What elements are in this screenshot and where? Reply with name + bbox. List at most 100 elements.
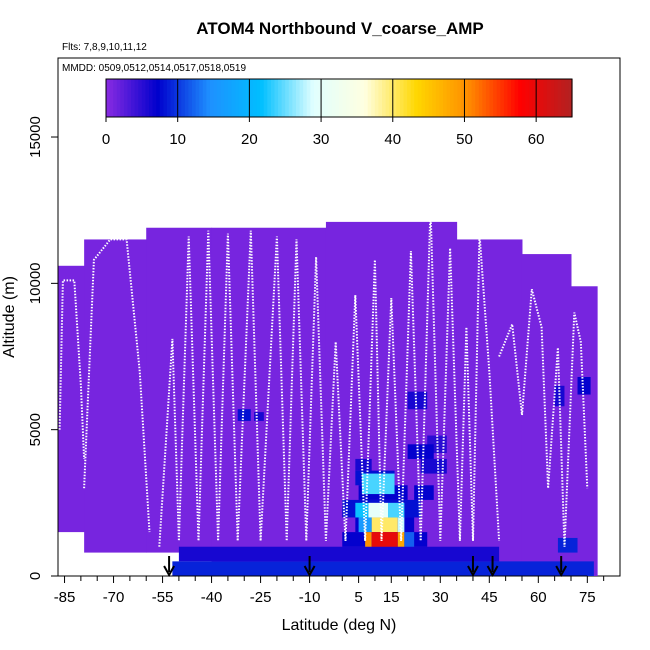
x-tick-label: 75 (579, 589, 596, 606)
colorbar-swatch (199, 79, 204, 117)
colorbar-swatch (435, 79, 440, 117)
colorbar-swatch (245, 79, 250, 117)
flight-track (83, 238, 151, 533)
colorbar-swatch (475, 79, 480, 117)
colorbar-swatch (339, 79, 344, 117)
colorbar-swatch (392, 79, 397, 117)
colorbar-tick-label: 60 (528, 131, 545, 148)
coverage-cell (84, 239, 147, 553)
colorbar-swatch (564, 79, 570, 117)
colorbar-swatch (295, 79, 301, 117)
colorbar-swatch (206, 79, 211, 117)
colorbar-tick-label: 10 (169, 131, 186, 148)
heatmap-cell (397, 532, 405, 547)
colorbar-swatch (224, 79, 229, 117)
colorbar-swatch (317, 79, 322, 117)
colorbar-swatch (227, 79, 233, 117)
colorbar-swatch (525, 79, 530, 117)
heatmap-cell (178, 546, 500, 562)
colorbar-tick-label: 0 (102, 131, 110, 148)
x-tick-label: -85 (54, 589, 76, 606)
y-tick-label: 0 (27, 572, 44, 580)
heatmap-layer (58, 221, 598, 576)
x-tick-label: -55 (152, 589, 174, 606)
x-axis: -85 -70 -55 -40 -25 -10 5 15 30 45 60 75 (54, 575, 605, 606)
heatmap-cell (361, 473, 395, 495)
colorbar: 0 10 20 30 40 50 60 (102, 78, 573, 148)
colorbar-swatch (360, 79, 365, 117)
colorbar-swatch (188, 79, 193, 117)
latitude-marker-arrowhead (467, 565, 479, 578)
colorbar-swatch (174, 79, 179, 117)
y-axis-title: Altitude (m) (1, 276, 18, 358)
flight-track-layer (58, 207, 589, 547)
colorbar-swatch (543, 79, 548, 117)
colorbar-swatch (220, 79, 225, 117)
colorbar-swatch (335, 79, 340, 117)
colorbar-swatch (468, 79, 473, 117)
colorbar-swatch (321, 79, 326, 117)
heatmap-cell (355, 458, 372, 471)
colorbar-swatch (138, 79, 143, 117)
colorbar-swatch (532, 79, 537, 117)
colorbar-swatch (464, 79, 469, 117)
heatmap-cell (407, 444, 434, 459)
y-tick-label: 15000 (27, 116, 44, 158)
heatmap-cell (404, 532, 415, 547)
colorbar-swatch (177, 79, 182, 117)
colorbar-swatch (235, 79, 240, 117)
colorbar-swatch (299, 79, 304, 117)
colorbar-swatch (489, 79, 494, 117)
colorbar-swatch (156, 79, 161, 117)
colorbar-swatch (539, 79, 544, 117)
colorbar-swatch (568, 79, 573, 117)
latitude-marker-arrowhead (486, 565, 499, 578)
colorbar-swatch (374, 79, 380, 117)
colorbar-swatch (141, 79, 147, 117)
heatmap-cell (420, 458, 447, 474)
colorbar-swatch (364, 79, 369, 117)
y-tick-label: 10000 (27, 262, 44, 304)
colorbar-swatch (242, 79, 247, 117)
colorbar-swatch (485, 79, 491, 117)
colorbar-swatch (152, 79, 157, 117)
colorbar-swatch (342, 79, 347, 117)
colorbar-tick-label: 30 (313, 131, 330, 148)
colorbar-swatch (163, 79, 168, 117)
colorbar-swatch (127, 79, 132, 117)
colorbar-swatch (252, 79, 258, 117)
heatmap-cell (254, 412, 264, 421)
colorbar-swatch (382, 79, 387, 117)
colorbar-swatch (184, 79, 190, 117)
colorbar-swatch (166, 79, 172, 117)
x-tick-label: 45 (481, 589, 498, 606)
latitude-marker-arrowhead (163, 565, 175, 578)
colorbar-swatch (123, 79, 129, 117)
x-tick-label: -10 (299, 589, 321, 606)
y-tick-label: 5000 (27, 413, 44, 446)
colorbar-swatch (260, 79, 265, 117)
colorbar-swatch (511, 79, 516, 117)
colorbar-swatch (292, 79, 297, 117)
colorbar-swatch (518, 79, 523, 117)
latitude-marker-arrowhead (303, 565, 316, 578)
colorbar-swatch (446, 79, 451, 117)
colorbar-swatch (349, 79, 354, 117)
colorbar-swatch (281, 79, 286, 117)
colorbar-swatch (367, 79, 372, 117)
colorbar-swatch (170, 79, 175, 117)
colorbar-swatch (256, 79, 261, 117)
colorbar-swatch (421, 79, 426, 117)
colorbar-swatch (414, 79, 419, 117)
latitude-marker-layer (163, 556, 568, 578)
heatmap-cell (368, 502, 389, 518)
colorbar-swatch (496, 79, 501, 117)
colorbar-swatch (238, 79, 243, 117)
coverage-cell (456, 239, 523, 576)
colorbar-swatch (109, 79, 114, 117)
colorbar-swatch (288, 79, 293, 117)
x-tick-label: 15 (383, 589, 400, 606)
coverage-cell (521, 254, 572, 576)
colorbar-swatch (407, 79, 412, 117)
